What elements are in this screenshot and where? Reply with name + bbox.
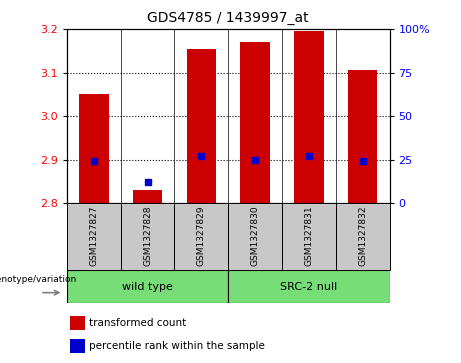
Text: percentile rank within the sample: percentile rank within the sample xyxy=(89,341,266,351)
Bar xyxy=(67,270,228,303)
Bar xyxy=(228,203,282,270)
Bar xyxy=(228,270,390,303)
Bar xyxy=(70,316,84,330)
Title: GDS4785 / 1439997_at: GDS4785 / 1439997_at xyxy=(148,11,309,25)
Bar xyxy=(67,203,121,270)
Text: GSM1327829: GSM1327829 xyxy=(197,205,206,266)
Bar xyxy=(121,203,174,270)
Text: genotype/variation: genotype/variation xyxy=(0,275,77,284)
Bar xyxy=(282,203,336,270)
Text: GSM1327831: GSM1327831 xyxy=(304,205,313,266)
Bar xyxy=(240,42,270,203)
Bar xyxy=(174,203,228,270)
Text: GSM1327830: GSM1327830 xyxy=(251,205,260,266)
Text: GSM1327827: GSM1327827 xyxy=(89,205,98,266)
Bar xyxy=(70,339,84,353)
Bar xyxy=(187,49,216,203)
Bar xyxy=(294,31,324,203)
Text: wild type: wild type xyxy=(122,282,173,292)
Bar xyxy=(79,94,108,203)
Bar xyxy=(336,203,390,270)
Text: GSM1327832: GSM1327832 xyxy=(358,205,367,266)
Text: SRC-2 null: SRC-2 null xyxy=(280,282,337,292)
Bar xyxy=(348,70,378,203)
Text: transformed count: transformed count xyxy=(89,318,187,328)
Text: GSM1327828: GSM1327828 xyxy=(143,205,152,266)
Bar xyxy=(133,190,162,203)
